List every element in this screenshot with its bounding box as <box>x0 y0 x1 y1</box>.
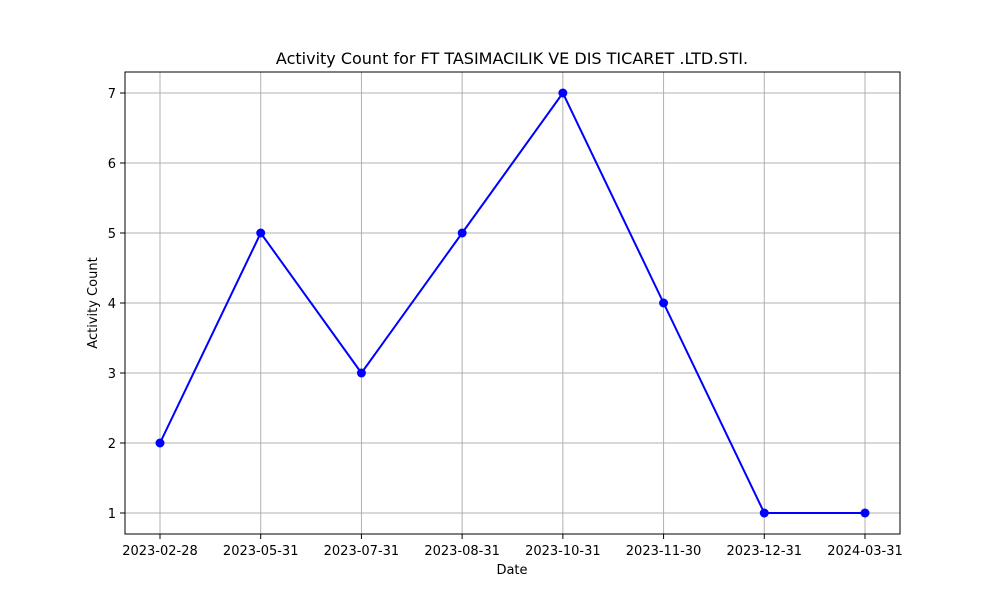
y-tick-label: 3 <box>108 367 116 382</box>
x-tick-label: 2024-03-31 <box>827 544 903 559</box>
series-line <box>159 91 865 514</box>
y-tick-label: 6 <box>108 157 116 172</box>
grid <box>125 72 900 534</box>
data-point <box>256 228 266 238</box>
x-tick-label: 2023-02-28 <box>122 544 198 559</box>
y-axis-label: Activity Count <box>86 257 101 348</box>
data-point <box>356 368 366 378</box>
data-point <box>759 508 769 518</box>
plot-frame <box>124 71 901 535</box>
x-tick-label: 2023-07-31 <box>324 544 400 559</box>
y-tick-label: 7 <box>108 87 116 102</box>
y-tick-label: 4 <box>108 297 116 312</box>
y-tick-label: 1 <box>108 507 116 522</box>
x-tick-label: 2023-05-31 <box>223 544 299 559</box>
y-tick-label: 2 <box>108 437 116 452</box>
y-tick-label: 5 <box>108 227 116 242</box>
x-tick-label: 2023-10-31 <box>525 544 601 559</box>
x-axis-label: Date <box>496 563 527 578</box>
data-point <box>457 228 467 238</box>
series <box>155 88 870 518</box>
axis-ticks: 2023-02-28 2023-05-31 2023-07-31 2023-08-31… <box>108 87 903 559</box>
chart-title: Activity Count for FT TASIMACILIK VE DIS… <box>276 49 748 68</box>
data-point <box>659 298 669 308</box>
x-tick-label: 2023-12-31 <box>727 544 803 559</box>
x-tick-label: 2023-08-31 <box>424 544 500 559</box>
data-point <box>155 438 165 448</box>
x-tick-label: 2023-11-30 <box>626 544 702 559</box>
data-point <box>558 88 568 98</box>
data-point <box>860 508 870 518</box>
